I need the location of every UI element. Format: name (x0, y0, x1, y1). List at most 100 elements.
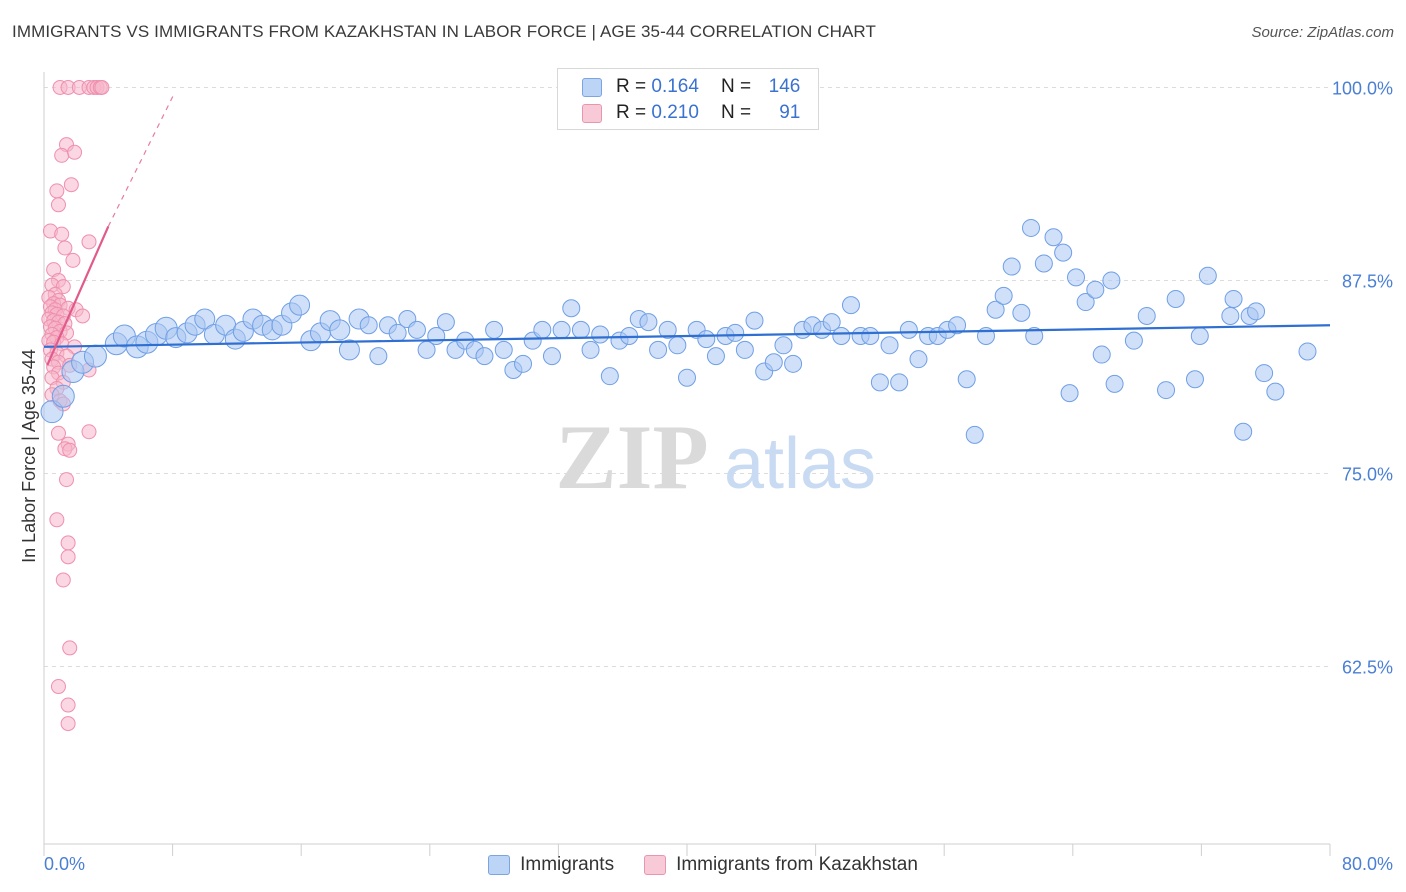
data-point-immigrants (774, 336, 793, 355)
data-point-kazakhstan (60, 549, 76, 565)
data-point-immigrants (764, 353, 783, 372)
data-point-immigrants (1298, 342, 1317, 361)
stats-n-value: 91 (779, 102, 801, 123)
data-point-immigrants (639, 313, 658, 332)
data-point-immigrants (880, 336, 899, 355)
data-point-kazakhstan (50, 679, 66, 695)
data-point-immigrants (1190, 327, 1209, 346)
legend-swatch-kazakhstan (644, 855, 667, 875)
data-point-immigrants (1234, 422, 1253, 441)
data-point-immigrants (369, 347, 388, 366)
data-point-immigrants (986, 300, 1005, 319)
watermark-atlas: atlas (724, 424, 876, 504)
data-point-immigrants (1185, 370, 1204, 389)
watermark: ZIP atlas (555, 406, 876, 508)
data-point-immigrants (407, 320, 426, 339)
bottom-legend: Immigrants Immigrants from Kazakhstan (0, 852, 1406, 878)
legend-item-kazakhstan[interactable]: Immigrants from Kazakhstan (644, 852, 918, 878)
trend-line-immigrants (43, 324, 1331, 348)
data-point-immigrants (1255, 364, 1274, 383)
stats-swatch-kazakhstan (582, 103, 602, 123)
data-point-kazakhstan (60, 697, 76, 713)
data-point-immigrants (571, 320, 590, 339)
data-point-kazakhstan (54, 226, 70, 242)
data-point-kazakhstan (63, 177, 79, 193)
data-point-immigrants (1102, 271, 1121, 290)
data-point-immigrants (948, 316, 967, 335)
data-point-immigrants (542, 347, 561, 366)
stats-r-value: 0.164 (651, 76, 699, 97)
data-point-immigrants (1002, 257, 1021, 276)
data-point-immigrants (1157, 381, 1176, 400)
data-point-immigrants (1137, 306, 1156, 325)
data-point-immigrants (562, 299, 581, 318)
legend-item-immigrants[interactable]: Immigrants (488, 852, 614, 878)
data-point-immigrants (1034, 254, 1053, 273)
data-point-immigrants (658, 320, 677, 339)
stats-row-kazakhstan: R = 0.210 N = 91 (582, 100, 800, 126)
data-point-immigrants (533, 320, 552, 339)
data-point-immigrants (745, 311, 764, 330)
data-point-immigrants (1092, 345, 1111, 364)
data-point-kazakhstan (55, 572, 71, 588)
data-point-immigrants (51, 384, 75, 408)
data-point-immigrants (1022, 218, 1041, 237)
data-point-immigrants (1124, 331, 1143, 350)
data-point-kazakhstan (94, 79, 110, 95)
y-tick-label: 62.5% (1342, 657, 1393, 677)
data-point-immigrants (861, 327, 880, 346)
data-point-kazakhstan (59, 472, 75, 488)
stats-row-immigrants: R = 0.164 N = 146 (582, 74, 800, 100)
data-point-kazakhstan (54, 147, 70, 163)
data-point-immigrants (735, 340, 754, 359)
data-point-immigrants (649, 340, 668, 359)
data-point-immigrants (359, 316, 378, 335)
trend-lines (43, 93, 1331, 366)
data-point-immigrants (591, 325, 610, 344)
data-point-immigrants (1054, 243, 1073, 262)
stats-r-label: R = (616, 76, 647, 97)
stats-r-value: 0.210 (651, 102, 699, 123)
data-point-immigrants (600, 367, 619, 386)
watermark-zip: ZIP (555, 406, 708, 508)
data-point-immigrants (485, 320, 504, 339)
data-point-immigrants (678, 368, 696, 387)
data-point-kazakhstan (81, 234, 97, 250)
data-point-immigrants (870, 373, 889, 392)
data-point-immigrants (1221, 306, 1240, 325)
data-point-immigrants (1166, 289, 1185, 308)
data-point-kazakhstan (50, 197, 66, 213)
data-point-immigrants (1224, 289, 1243, 308)
data-point-immigrants (1105, 374, 1124, 393)
stats-swatch-immigrants (582, 77, 602, 97)
data-point-kazakhstan (75, 308, 91, 324)
data-point-immigrants (784, 354, 803, 373)
data-point-immigrants (494, 340, 513, 359)
data-point-kazakhstan (62, 442, 78, 458)
data-point-immigrants (514, 354, 533, 373)
y-axis-label: In Labor Force | Age 35-44 (19, 349, 39, 563)
data-point-immigrants (1076, 293, 1095, 312)
data-point-immigrants (726, 323, 745, 342)
legend-swatch-immigrants (488, 855, 511, 875)
y-tick-label: 75.0% (1342, 464, 1393, 484)
data-point-kazakhstan (49, 183, 65, 199)
legend-label-kazakhstan: Immigrants from Kazakhstan (676, 854, 918, 875)
data-point-kazakhstan (65, 252, 81, 268)
y-tick-label: 87.5% (1342, 271, 1393, 291)
x-tick-label: 80.0% (1342, 854, 1393, 874)
data-point-immigrants (436, 313, 455, 332)
data-point-kazakhstan (57, 240, 73, 256)
stats-r-label: R = (616, 102, 647, 123)
chart-title: IMMIGRANTS VS IMMIGRANTS FROM KAZAKHSTAN… (12, 22, 876, 41)
data-point-immigrants (1086, 280, 1105, 299)
data-point-immigrants (289, 294, 311, 316)
tick-labels: 62.5% 75.0% 87.5% 100.0% 0.0% 80.0% (44, 78, 1393, 874)
data-point-immigrants (338, 339, 360, 361)
data-point-kazakhstan (62, 640, 78, 656)
data-point-immigrants (965, 425, 984, 444)
data-point-immigrants (957, 370, 976, 389)
data-point-immigrants (822, 313, 841, 332)
data-point-immigrants (1067, 268, 1086, 287)
